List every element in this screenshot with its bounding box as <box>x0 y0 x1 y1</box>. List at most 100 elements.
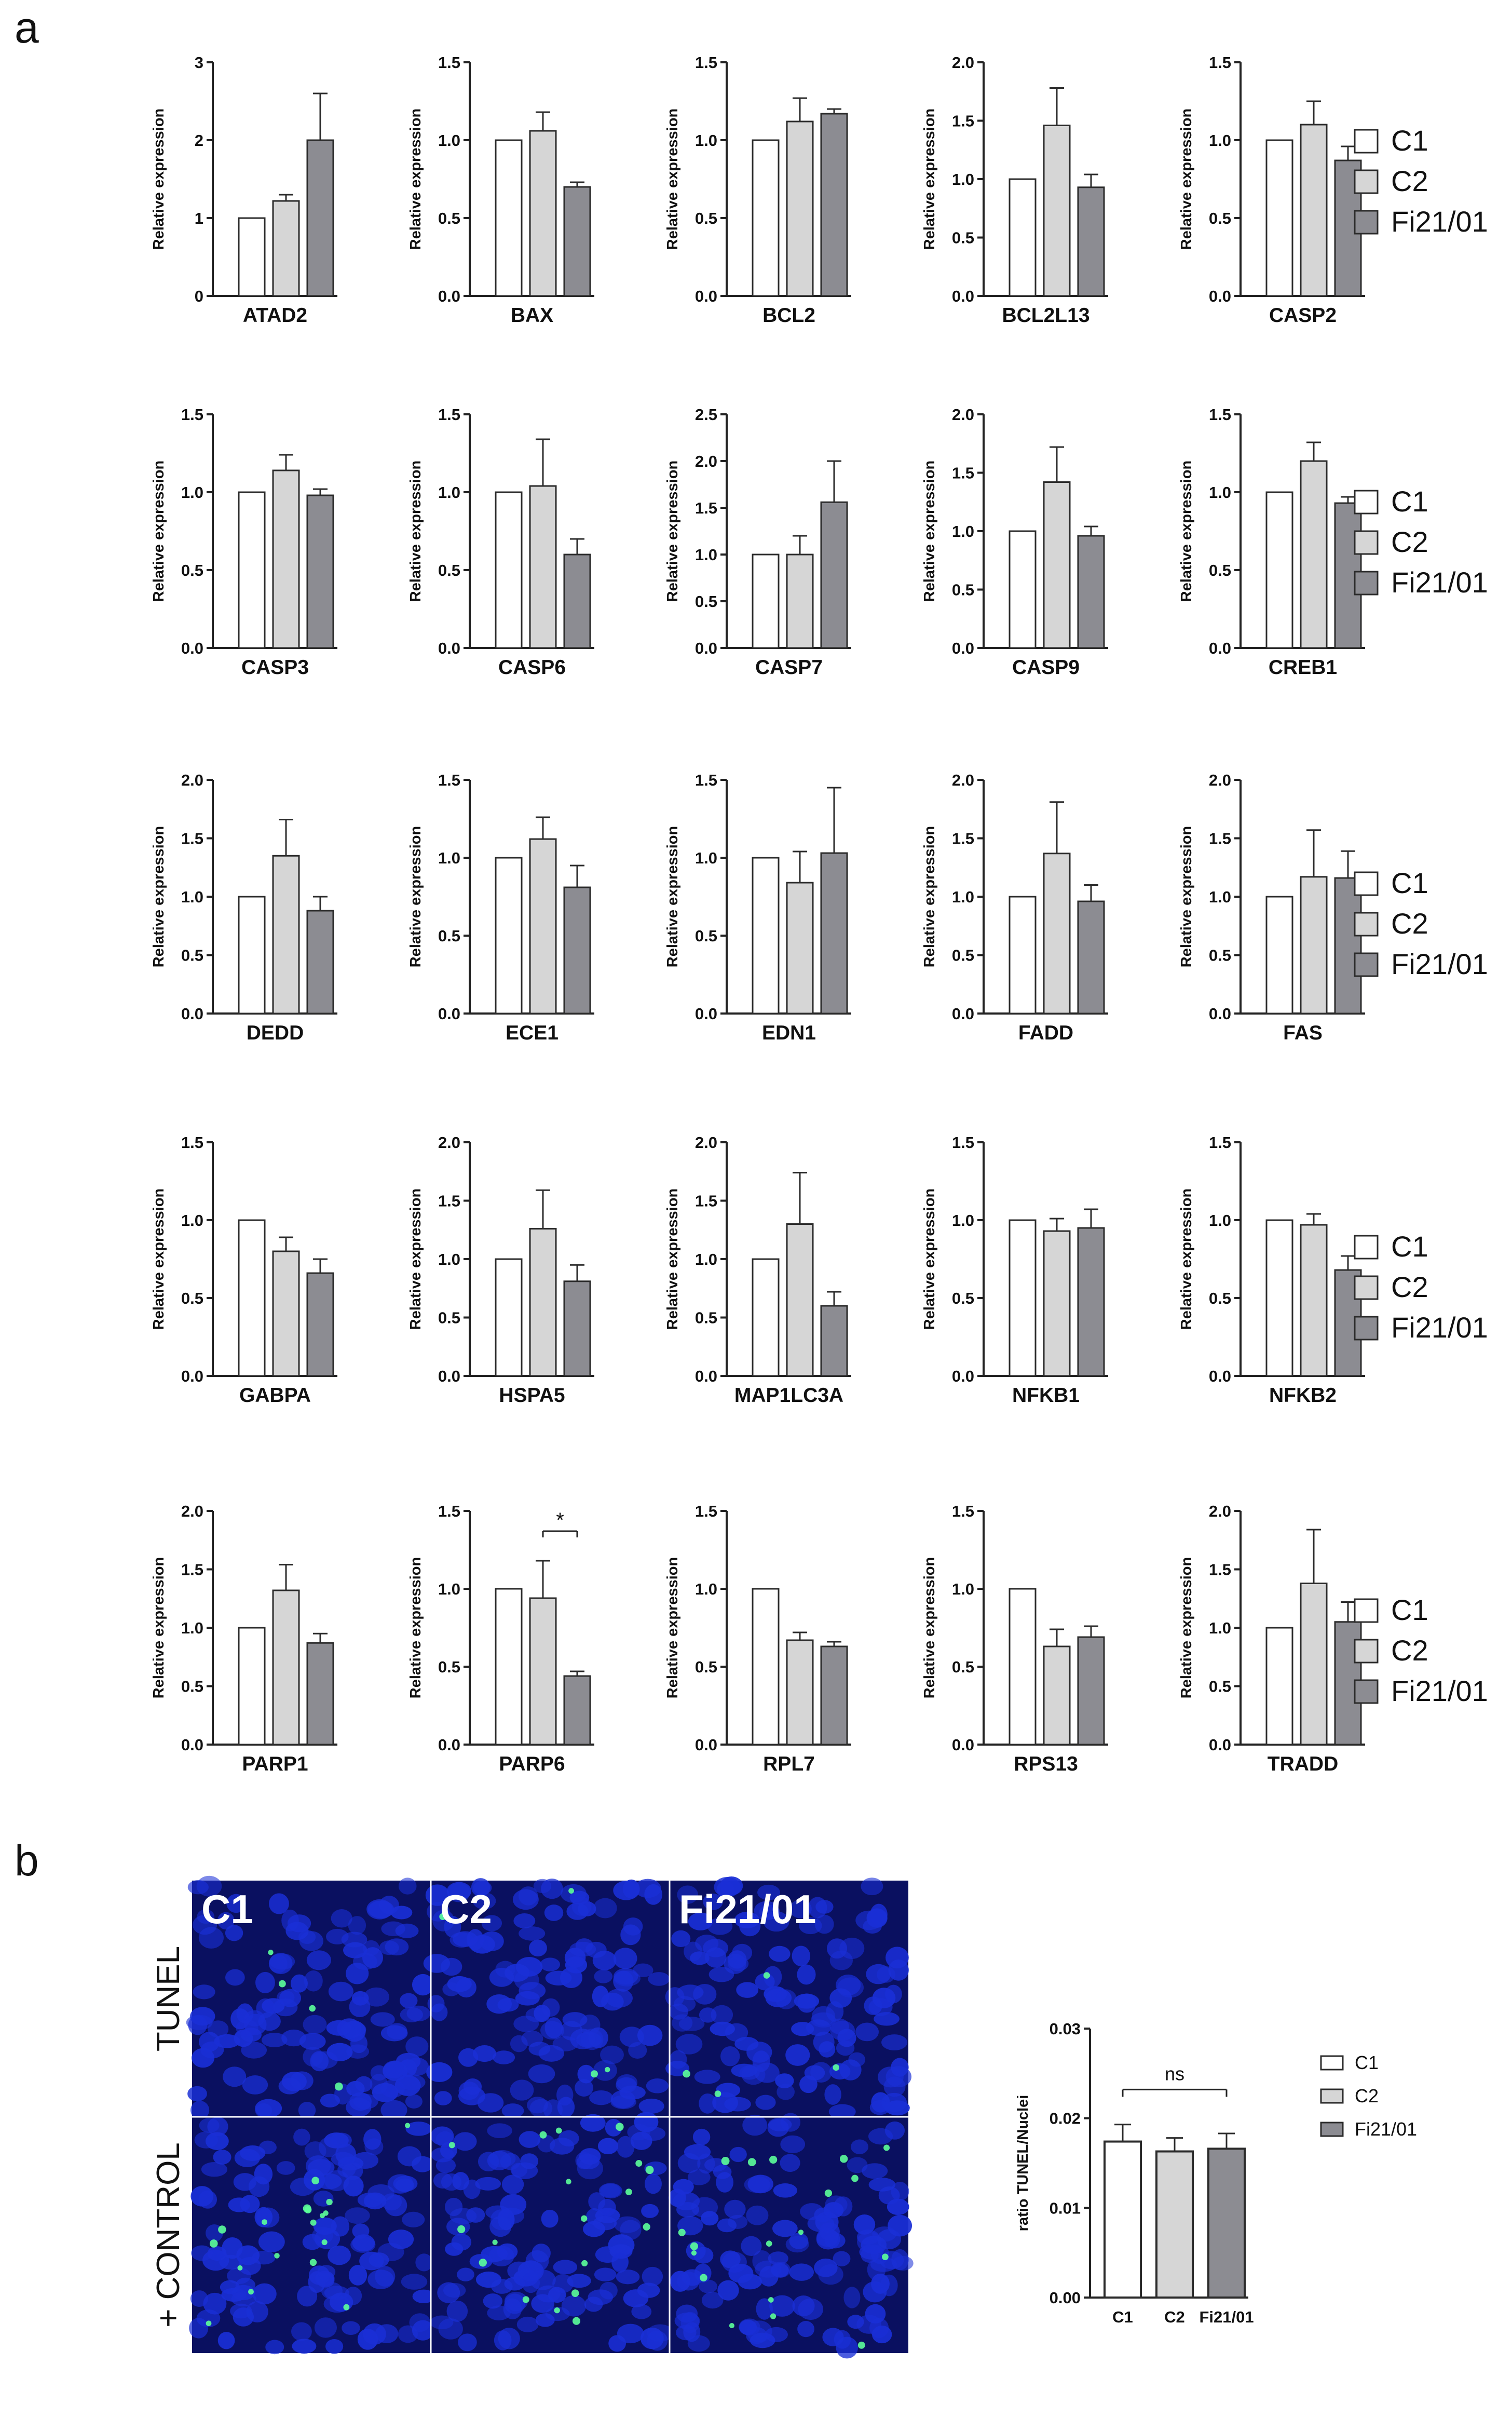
chart-atad2: 0 1 2 3 Relative expression ATAD2 <box>151 53 337 327</box>
legend-row-1: C1 C2 Fi21/01 <box>1354 124 1488 238</box>
y-tick-label: 0.5 <box>1209 1678 1231 1696</box>
nucleus <box>498 2328 520 2349</box>
gene-label: FAS <box>1283 1022 1323 1044</box>
nucleus <box>252 2283 277 2305</box>
bar-c1 <box>238 1219 266 1377</box>
y-tick-label: 2.0 <box>952 53 974 72</box>
bar-c2 <box>529 130 557 297</box>
nucleus <box>348 2265 367 2286</box>
tunel-positive-spot <box>857 2341 865 2349</box>
nucleus <box>764 1966 782 1988</box>
nucleus <box>501 2103 524 2118</box>
bar-c1 <box>238 217 266 297</box>
nucleus <box>513 1913 536 1928</box>
tunel-positive-spot <box>747 2158 756 2167</box>
legend-swatch <box>1354 871 1379 896</box>
nucleus <box>516 2316 539 2332</box>
bar-charts-grid: 0 1 2 3 Relative expression ATAD2 0.0 0.5 1.0 1.5… <box>151 53 1365 1775</box>
nucleus <box>258 2012 281 2031</box>
nucleus <box>747 2174 773 2194</box>
nucleus <box>862 2163 888 2179</box>
legend-swatch <box>1354 571 1379 596</box>
legend-swatch <box>1320 2088 1344 2104</box>
tunel-positive-spot <box>763 1972 770 1979</box>
nucleus <box>458 2081 480 2100</box>
y-tick-label: 0.0 <box>952 1736 974 1754</box>
y-tick-label: 1.5 <box>438 406 460 424</box>
legend-label: C2 <box>1391 525 1428 558</box>
bar-fi21-01 <box>1077 1636 1105 1746</box>
nucleus <box>680 2312 700 2333</box>
tunel-positive-spot <box>769 2155 778 2164</box>
y-tick-label: 2.0 <box>695 452 717 470</box>
nucleus <box>412 2289 435 2304</box>
nucleus <box>208 2020 229 2038</box>
bar-fi21-01 <box>306 139 334 297</box>
nucleus <box>225 1969 245 1986</box>
chart-tradd: 0.0 0.5 1.0 1.5 2.0 Relative expression TRADD <box>1178 1502 1365 1775</box>
bar-c1 <box>1009 178 1037 297</box>
legend-swatch <box>1354 952 1379 977</box>
bar-c1 <box>495 1258 523 1377</box>
chart-parp1: 0.0 0.5 1.0 1.5 2.0 Relative expression PARP1 <box>151 1502 337 1775</box>
y-tick-label: 1.5 <box>181 830 203 848</box>
nucleus <box>328 2245 351 2265</box>
chart-nfkb2: 0.0 0.5 1.0 1.5 Relative expression NFKB2 <box>1178 1133 1365 1407</box>
gene-label: BCL2 <box>762 304 815 327</box>
y-tick-label: 0.5 <box>952 229 974 247</box>
nucleus <box>400 2007 424 2022</box>
bar-c1 <box>752 553 780 649</box>
chart-ece1: 0.0 0.5 1.0 1.5 Relative expression ECE1 <box>407 771 594 1044</box>
nucleus <box>773 2183 797 2198</box>
nucleus <box>855 2022 879 2042</box>
legend-label: Fi21/01 <box>1391 1311 1488 1344</box>
y-tick-label: 1.5 <box>952 1133 974 1152</box>
chart-fadd: 0.0 0.5 1.0 1.5 2.0 Relative expression FADD <box>921 771 1108 1044</box>
nucleus <box>234 2149 261 2167</box>
nucleus <box>364 2138 384 2155</box>
nucleus <box>236 2019 258 2037</box>
nucleus <box>797 2321 815 2338</box>
y-tick-label: 0.5 <box>181 561 203 579</box>
nucleus <box>379 1940 399 1955</box>
nucleus <box>716 2172 734 2193</box>
nucleus <box>617 2324 644 2344</box>
tunel-positive-spot <box>882 2253 889 2261</box>
nucleus <box>853 2214 876 2235</box>
chart-bcl2l13: 0.0 0.5 1.0 1.5 2.0 Relative expression BCL2L1… <box>921 53 1108 327</box>
nucleus <box>268 1893 289 1914</box>
y-tick-label: 0.00 <box>1050 2289 1081 2307</box>
tunel-positive-spot <box>278 1980 286 1988</box>
nucleus <box>405 2094 423 2109</box>
y-tick-label: 0.0 <box>438 1005 460 1023</box>
nucleus <box>222 2237 243 2259</box>
y-tick-label: 0.0 <box>181 1736 203 1754</box>
tunel-positive-spot <box>309 2259 317 2266</box>
nucleus <box>600 2045 624 2064</box>
nucleus <box>326 2020 351 2036</box>
y-tick-label: 0.0 <box>438 1736 460 1754</box>
nucleus <box>483 2293 503 2309</box>
nucleus <box>699 2007 717 2023</box>
nucleus <box>528 1939 547 1957</box>
nucleus <box>736 1982 759 1998</box>
y-tick-label: 1.0 <box>438 131 460 150</box>
y-tick-label: 2.0 <box>438 1133 460 1152</box>
tunel-positive-spot <box>635 2160 643 2167</box>
nucleus <box>447 1976 472 1992</box>
nucleus <box>363 1987 389 2007</box>
nucleus <box>317 2265 336 2279</box>
micrograph-tunel-c1 <box>186 1875 434 2120</box>
y-tick-label: 0.0 <box>438 1367 460 1385</box>
nucleus <box>672 2014 693 2032</box>
y-axis-label: Relative expression <box>407 461 424 602</box>
tunel-positive-spot <box>883 2144 890 2151</box>
nucleus <box>780 2154 800 2172</box>
nucleus <box>225 1925 243 1941</box>
nucleus <box>187 2086 207 2102</box>
bar-c2 <box>1300 460 1328 649</box>
bar-c2 <box>272 1589 300 1746</box>
y-tick-label: 1.0 <box>438 483 460 502</box>
nucleus <box>814 1914 834 1934</box>
nucleus <box>380 2025 408 2042</box>
